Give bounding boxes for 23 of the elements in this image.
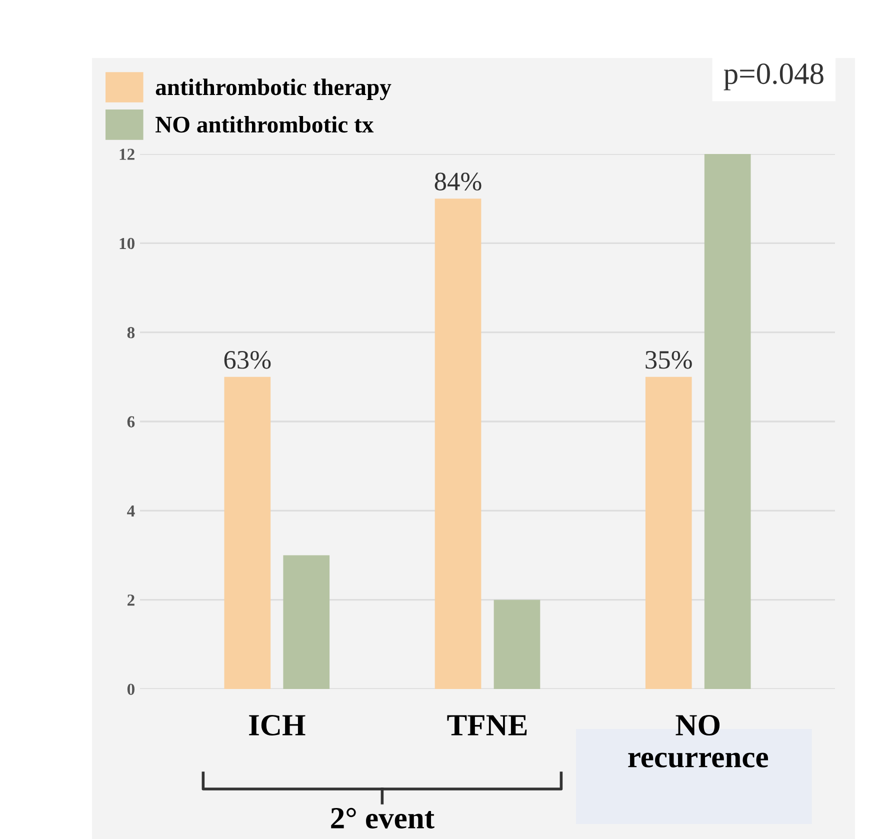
legend-label: NO antithrombotic tx	[156, 116, 374, 133]
bar	[704, 154, 751, 689]
y-tick-label: 12	[120, 148, 134, 160]
annotation: 63%	[224, 350, 271, 369]
text: 2° event	[331, 808, 434, 829]
y-tick-label: 0	[127, 684, 135, 695]
legend-label: antithrombotic therapy	[156, 78, 392, 100]
y-tick-label: 2	[128, 594, 134, 606]
x-tick-label: TFNE	[447, 715, 527, 736]
bar	[645, 376, 692, 689]
annotation: 35%	[646, 350, 692, 369]
bar	[434, 198, 482, 689]
x-tick-label: ICH	[249, 714, 306, 736]
text: p=0.048	[724, 63, 824, 90]
bar	[283, 555, 330, 689]
y-tick-label: 4	[127, 505, 135, 516]
x-tick-label: NO recurrence	[628, 714, 768, 768]
y-tick-label: 8	[127, 327, 135, 338]
annotation: 84%	[434, 172, 482, 191]
bar	[494, 600, 540, 689]
y-tick-label: 6	[127, 416, 135, 428]
y-tick-label: 10	[120, 238, 135, 250]
bar	[224, 376, 271, 689]
